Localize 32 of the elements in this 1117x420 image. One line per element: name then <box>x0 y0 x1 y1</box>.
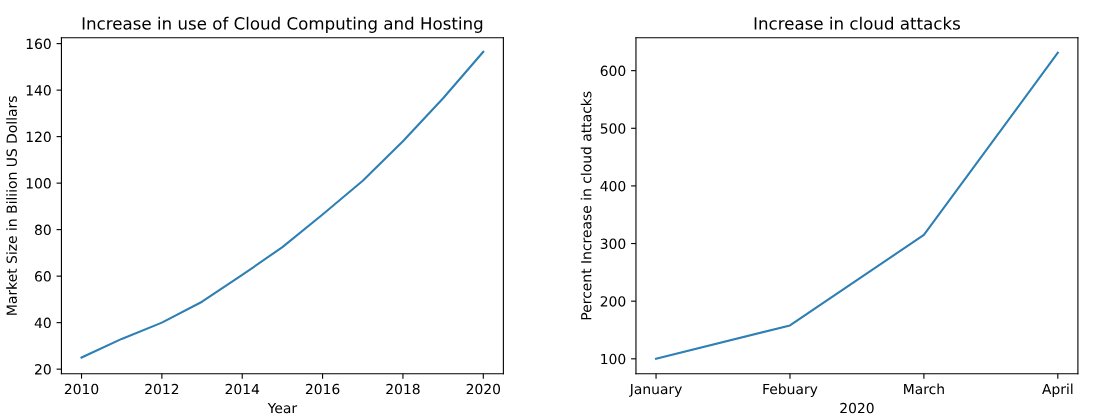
y-tick-label: 80 <box>34 224 51 236</box>
x-tick-label: Febuary <box>763 383 818 397</box>
x-tick-label: 2018 <box>386 383 420 395</box>
y-tick-label: 20 <box>35 364 51 375</box>
x-tick-label: April <box>1042 383 1073 397</box>
chart-title: Increase in use of Cloud Computing and Hosting <box>82 16 483 33</box>
line-series <box>80 50 485 359</box>
chart-title: Increase in cloud attacks <box>754 16 960 30</box>
x-tick-label: 2010 <box>64 383 99 395</box>
y-axis-title: Market Size in Biliion US Dollars <box>6 96 17 315</box>
x-tick-label: 2014 <box>225 383 260 395</box>
y-tick-label: 160 <box>26 38 51 50</box>
y-tick-label: 600 <box>600 65 626 77</box>
y-tick-label: 100 <box>26 178 51 189</box>
x-tick-label: March <box>904 383 944 395</box>
x-tick-label: 2012 <box>145 383 179 395</box>
x-axis-title: Year <box>267 402 298 414</box>
y-tick-label: 500 <box>600 123 626 134</box>
y-tick-label: 40 <box>34 317 51 329</box>
x-tick-label: 2016 <box>305 383 340 395</box>
y-tick-label: 100 <box>601 353 626 365</box>
x-axis-title: 2020 <box>840 402 874 414</box>
line-series <box>655 51 1059 360</box>
x-tick-label: 2020 <box>466 383 501 395</box>
y-tick-label: 60 <box>35 271 51 282</box>
y-tick-label: 300 <box>600 238 626 250</box>
y-tick-label: 140 <box>26 85 51 96</box>
y-tick-label: 400 <box>600 180 626 192</box>
y-tick-label: 120 <box>26 131 51 143</box>
y-tick-label: 200 <box>600 296 626 307</box>
y-axis-title: Percent Increase in cloud attacks <box>580 91 592 320</box>
x-tick-label: January <box>629 383 682 397</box>
